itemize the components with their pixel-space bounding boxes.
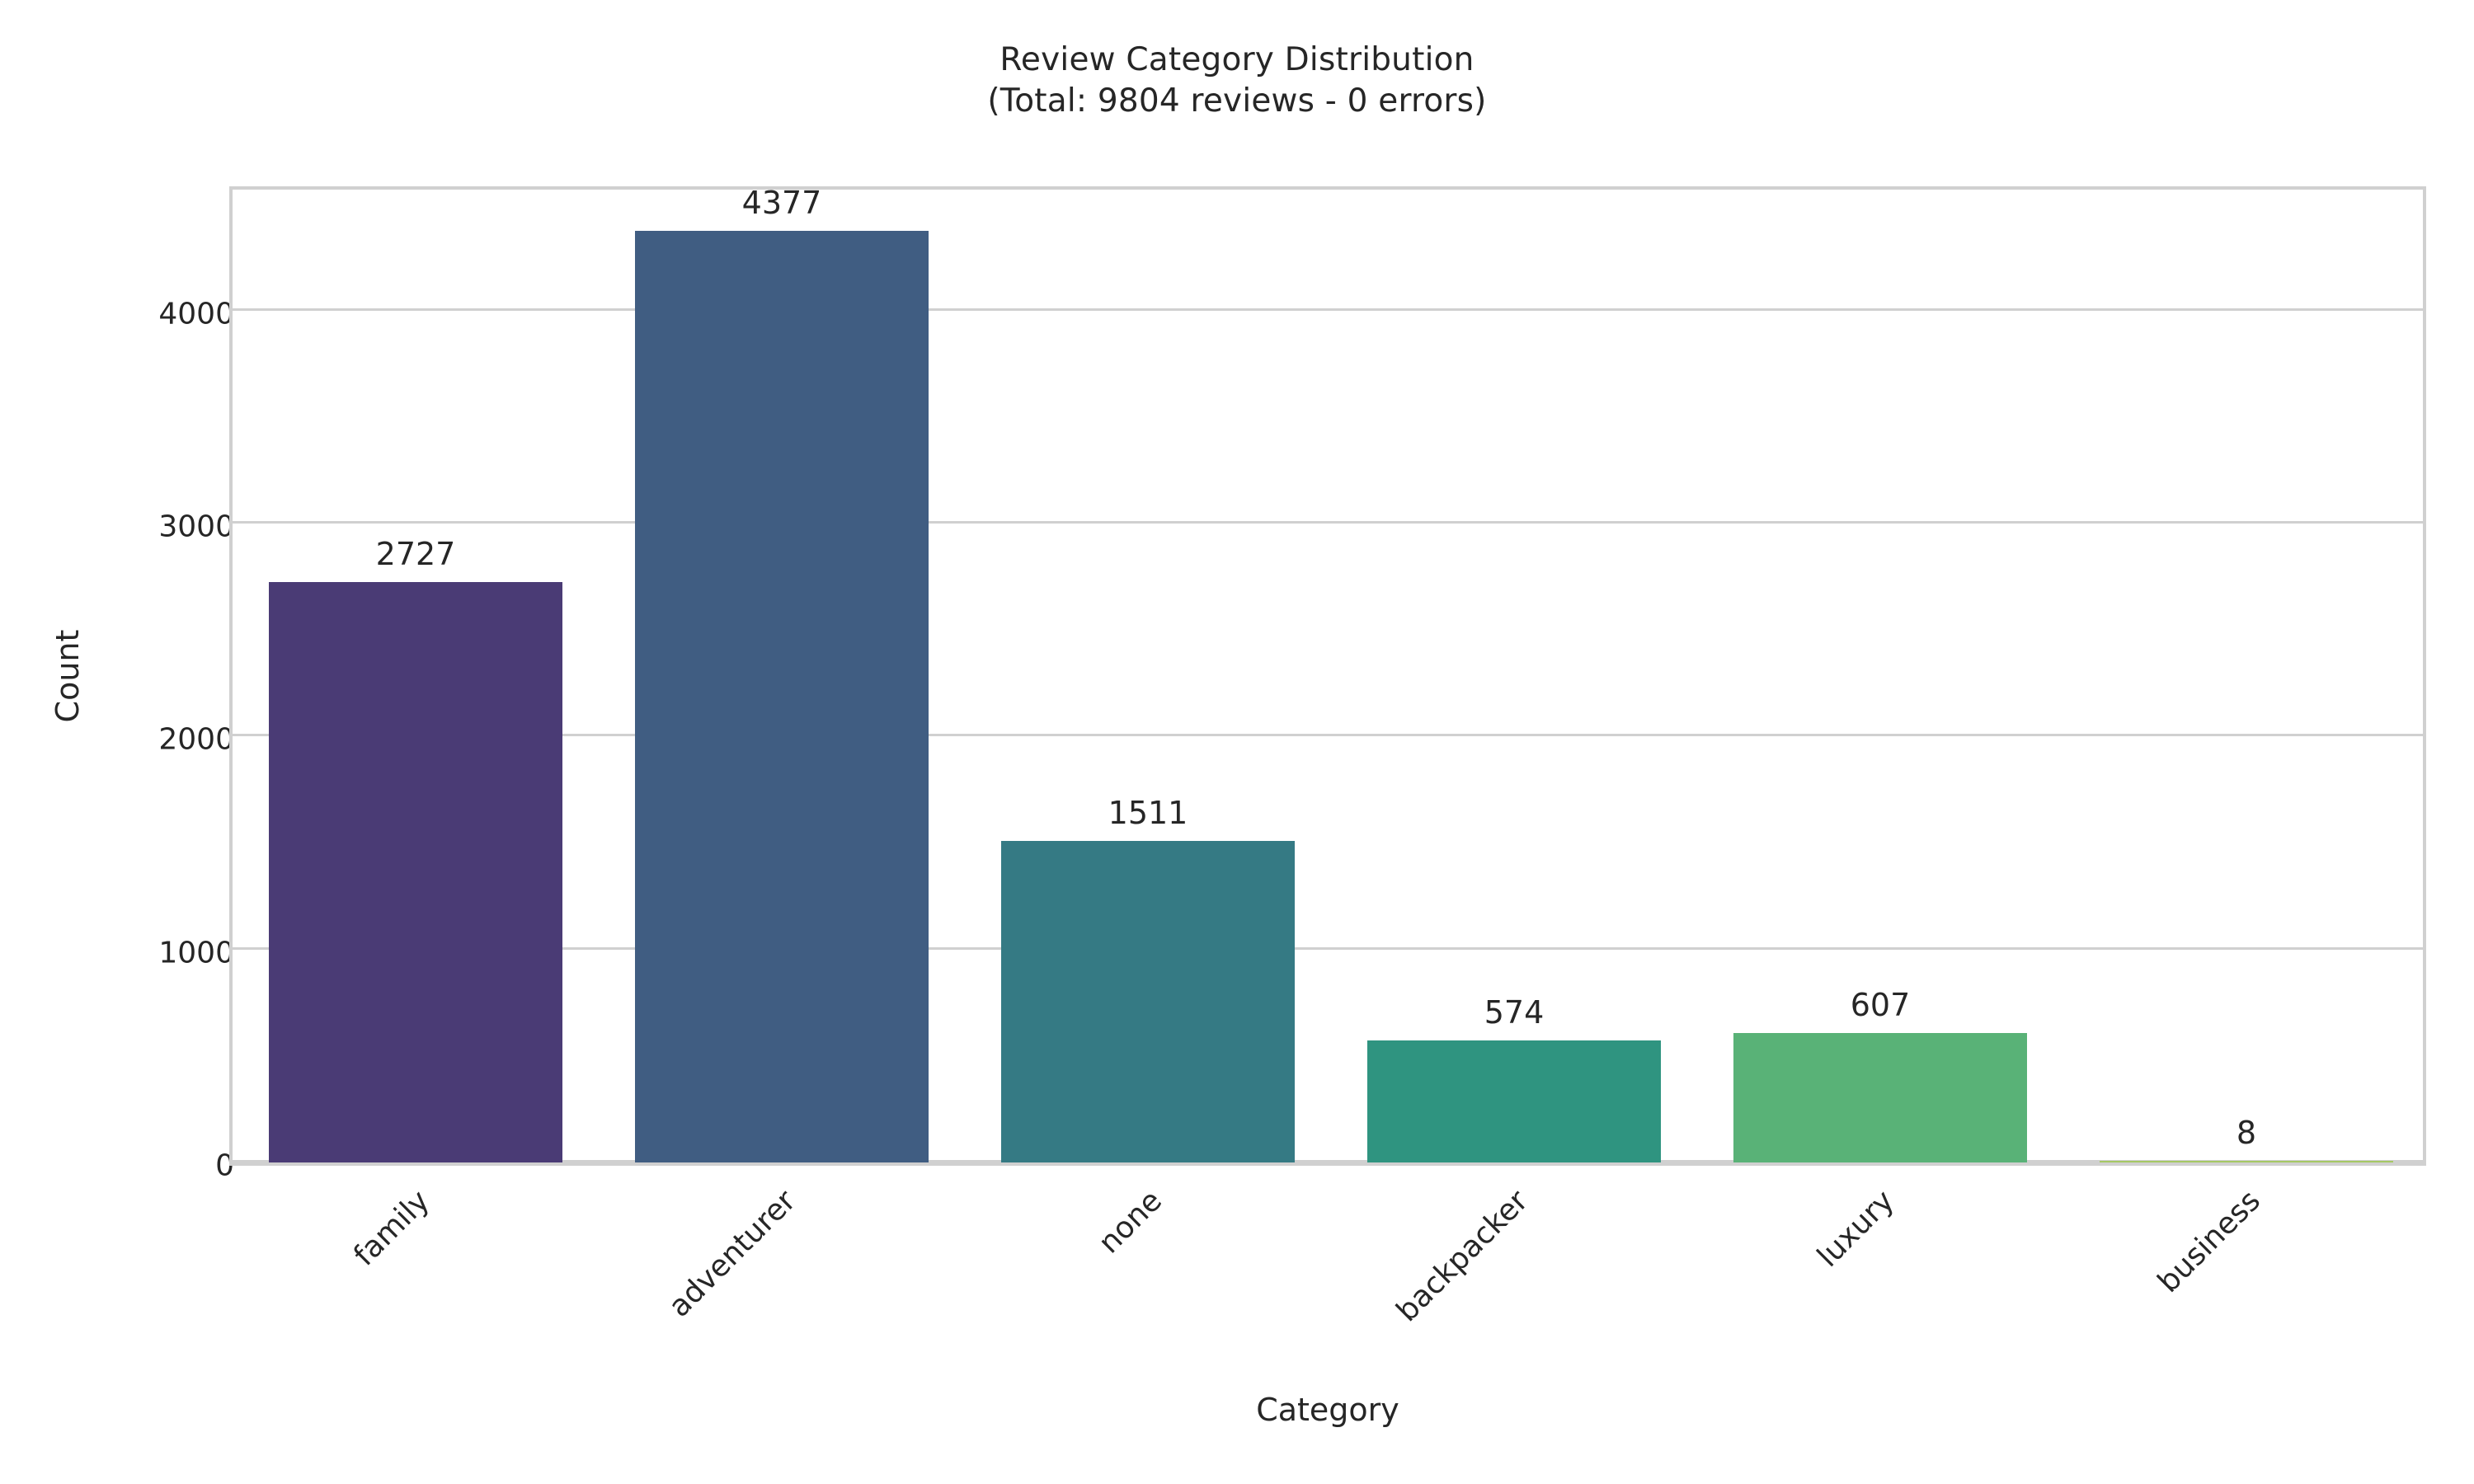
gridline <box>233 521 2423 524</box>
gridline <box>233 1160 2423 1162</box>
bar-luxury[interactable] <box>1733 1033 2027 1162</box>
bar-slot: 574 <box>1331 190 1697 1162</box>
bar-family[interactable] <box>269 581 562 1162</box>
chart-subtitle: (Total: 9804 reviews - 0 errors) <box>987 82 1487 120</box>
bar-none[interactable] <box>1001 840 1295 1162</box>
bar-value-label: 2727 <box>375 535 456 572</box>
bar-adventurer[interactable] <box>635 230 929 1162</box>
x-axis-label: Category <box>1256 1392 1399 1428</box>
bar-slot: 607 <box>1697 190 2063 1162</box>
y-tick-label: 0 <box>215 1148 234 1183</box>
bar-value-label: 4377 <box>741 184 822 221</box>
y-tick-label: 1000 <box>158 936 234 970</box>
bar-value-label: 574 <box>1484 993 1545 1031</box>
bars-layer: 2727 4377 1511 574 607 8 <box>233 185 2423 1162</box>
chart-title-block: Review Category Distribution (Total: 980… <box>0 40 2474 122</box>
y-axis-label: Count <box>49 629 86 723</box>
y-tick-label: 3000 <box>158 510 234 544</box>
bar-value-label: 1511 <box>1108 794 1188 831</box>
bar-value-label: 607 <box>1850 987 1911 1024</box>
bar-backpacker[interactable] <box>1367 1040 1661 1162</box>
y-tick-label: 4000 <box>158 297 234 331</box>
bar-slot: 4377 <box>599 185 965 1162</box>
bar-business[interactable] <box>2100 1160 2393 1162</box>
gridline <box>233 734 2423 737</box>
bar-slot: 2727 <box>233 190 599 1162</box>
y-tick-label: 2000 <box>158 722 234 757</box>
plot-area: 2727 4377 1511 574 607 8 <box>229 185 2426 1166</box>
bar-slot: 8 <box>2063 190 2429 1162</box>
gridline <box>233 308 2423 311</box>
bar-slot: 1511 <box>965 190 1331 1162</box>
chart-title: Review Category Distribution <box>999 41 1475 78</box>
gridline <box>233 946 2423 950</box>
bar-value-label: 8 <box>2236 1114 2257 1151</box>
